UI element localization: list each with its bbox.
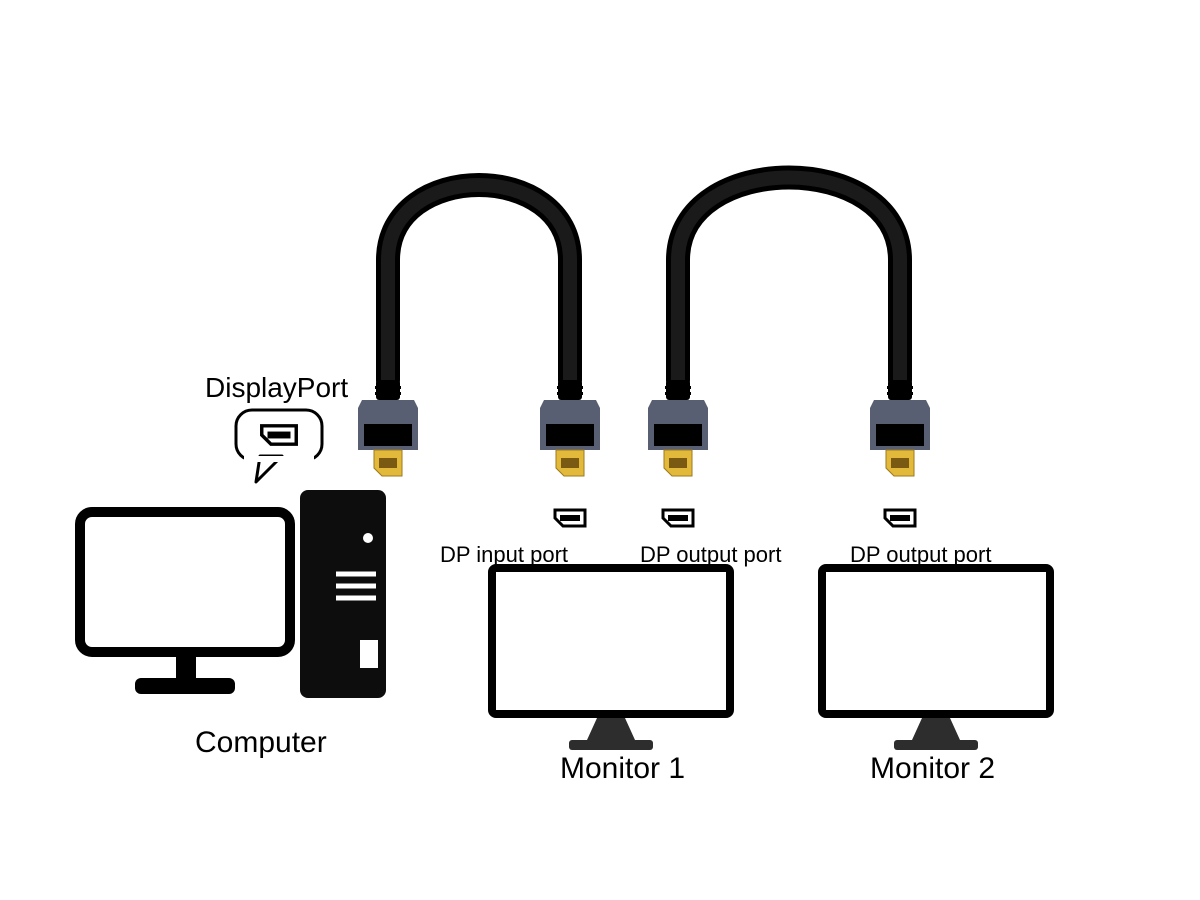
tower-slot-icon: [360, 640, 378, 668]
monitor-2-stand-base: [894, 740, 978, 750]
tower-power-button-icon: [363, 533, 373, 543]
computer-monitor-stand-neck: [176, 652, 196, 678]
label-displayport: DisplayPort: [205, 372, 348, 404]
label-computer: Computer: [195, 726, 327, 760]
label-monitor-2: Monitor 2: [870, 752, 995, 786]
monitor-2-stand-neck: [912, 718, 960, 740]
dp-port-icon-cable2-left: [663, 510, 693, 526]
cable-1-plug-left: [358, 380, 418, 476]
cable-2-outer: [678, 178, 900, 381]
plugs-group: [358, 380, 930, 476]
dp-port-icon-cable1-right: [555, 510, 585, 526]
cable-1-plug-right: [540, 380, 600, 476]
computer-monitor-stand-base: [135, 678, 235, 694]
computer-monitor-icon: [80, 512, 290, 652]
label-dp-input: DP input port: [440, 542, 568, 568]
monitor-1-stand-base: [569, 740, 653, 750]
monitors-group: [492, 568, 1050, 750]
dp-port-icon-cable2-right: [885, 510, 915, 526]
diagram-stage: DisplayPort Computer Monitor 1 Monitor 2…: [0, 0, 1200, 900]
cable-1-outer: [388, 185, 570, 380]
cable-2-plug-left: [648, 380, 708, 476]
computer-group: [80, 410, 386, 698]
speech-bubble-join-cover: [244, 456, 314, 462]
cables-group: [388, 178, 900, 381]
monitor-1-stand-neck: [587, 718, 635, 740]
ports-group: [555, 510, 915, 526]
monitor-2-screen-icon: [822, 568, 1050, 714]
label-monitor-1: Monitor 1: [560, 752, 685, 786]
label-dp-output-1: DP output port: [640, 542, 781, 568]
monitor-1-screen-icon: [492, 568, 730, 714]
label-dp-output-2: DP output port: [850, 542, 991, 568]
cable-2-plug-right: [870, 380, 930, 476]
